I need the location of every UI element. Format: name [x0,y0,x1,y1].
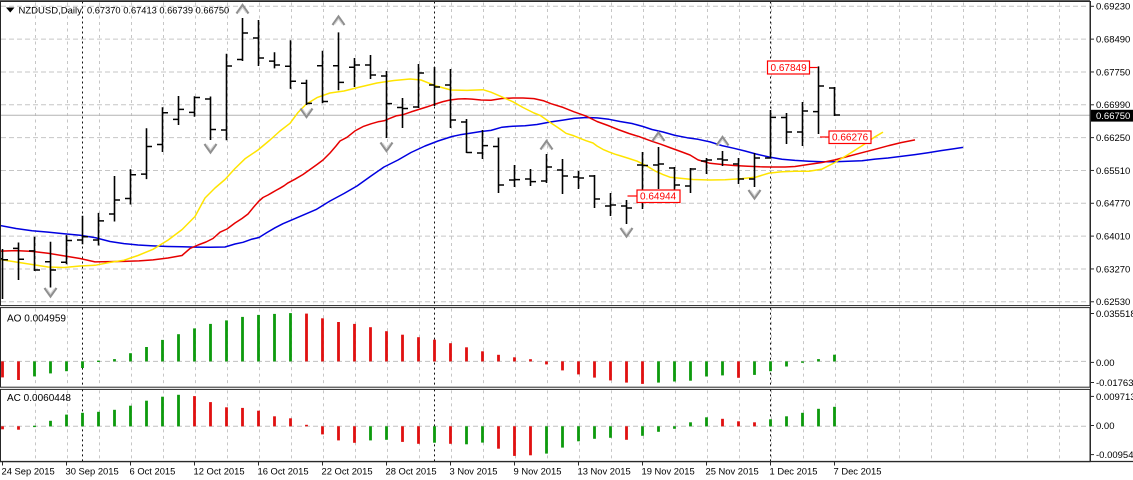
svg-text:9 Nov 2015: 9 Nov 2015 [514,466,562,477]
svg-text:30 Sep 2015: 30 Sep 2015 [66,466,119,477]
svg-text:0.66250: 0.66250 [1096,133,1130,144]
svg-text:6 Oct 2015: 6 Oct 2015 [130,466,176,477]
svg-text:0.035518: 0.035518 [1096,309,1133,320]
svg-text:0.67849: 0.67849 [771,63,808,74]
svg-text:0.68490: 0.68490 [1096,35,1130,46]
svg-text:19 Nov 2015: 19 Nov 2015 [642,466,695,477]
svg-text:0.64944: 0.64944 [640,192,677,203]
svg-text:0.67370 0.67413 0.66739 0.6675: 0.67370 0.67413 0.66739 0.66750 [87,6,229,16]
svg-text:28 Oct 2015: 28 Oct 2015 [386,466,437,477]
svg-text:0.00: 0.00 [1096,421,1115,432]
svg-text:-0.0095444: -0.0095444 [1096,450,1133,461]
svg-text:0.0097138: 0.0097138 [1096,392,1133,403]
svg-text:0.69230: 0.69230 [1096,2,1130,13]
svg-text:12 Oct 2015: 12 Oct 2015 [194,466,245,477]
svg-text:0.67750: 0.67750 [1096,67,1130,78]
svg-text:16 Oct 2015: 16 Oct 2015 [258,466,309,477]
svg-text:0.66750: 0.66750 [1096,111,1130,122]
svg-text:0.64010: 0.64010 [1096,232,1130,243]
svg-text:0.63270: 0.63270 [1096,264,1130,275]
svg-text:25 Nov 2015: 25 Nov 2015 [706,466,759,477]
svg-text:0.66990: 0.66990 [1096,100,1130,111]
svg-text:0.62530: 0.62530 [1096,297,1130,308]
svg-text:0.00: 0.00 [1096,358,1115,369]
svg-text:3 Nov 2015: 3 Nov 2015 [450,466,498,477]
svg-text:7 Dec 2015: 7 Dec 2015 [834,466,882,477]
svg-text:-0.017639: -0.017639 [1096,378,1133,389]
svg-text:0.64770: 0.64770 [1096,199,1130,210]
svg-text:13 Nov 2015: 13 Nov 2015 [578,466,631,477]
svg-text:1 Dec 2015: 1 Dec 2015 [770,466,818,477]
svg-text:AC 0.0060448: AC 0.0060448 [7,393,71,404]
svg-text:0.66276: 0.66276 [832,133,869,144]
svg-text:NZDUSD,Daily: NZDUSD,Daily [19,6,83,17]
svg-text:24 Sep 2015: 24 Sep 2015 [2,466,55,477]
svg-text:AO 0.004959: AO 0.004959 [7,314,66,325]
svg-text:0.65510: 0.65510 [1096,166,1130,177]
svg-text:22 Oct 2015: 22 Oct 2015 [322,466,373,477]
